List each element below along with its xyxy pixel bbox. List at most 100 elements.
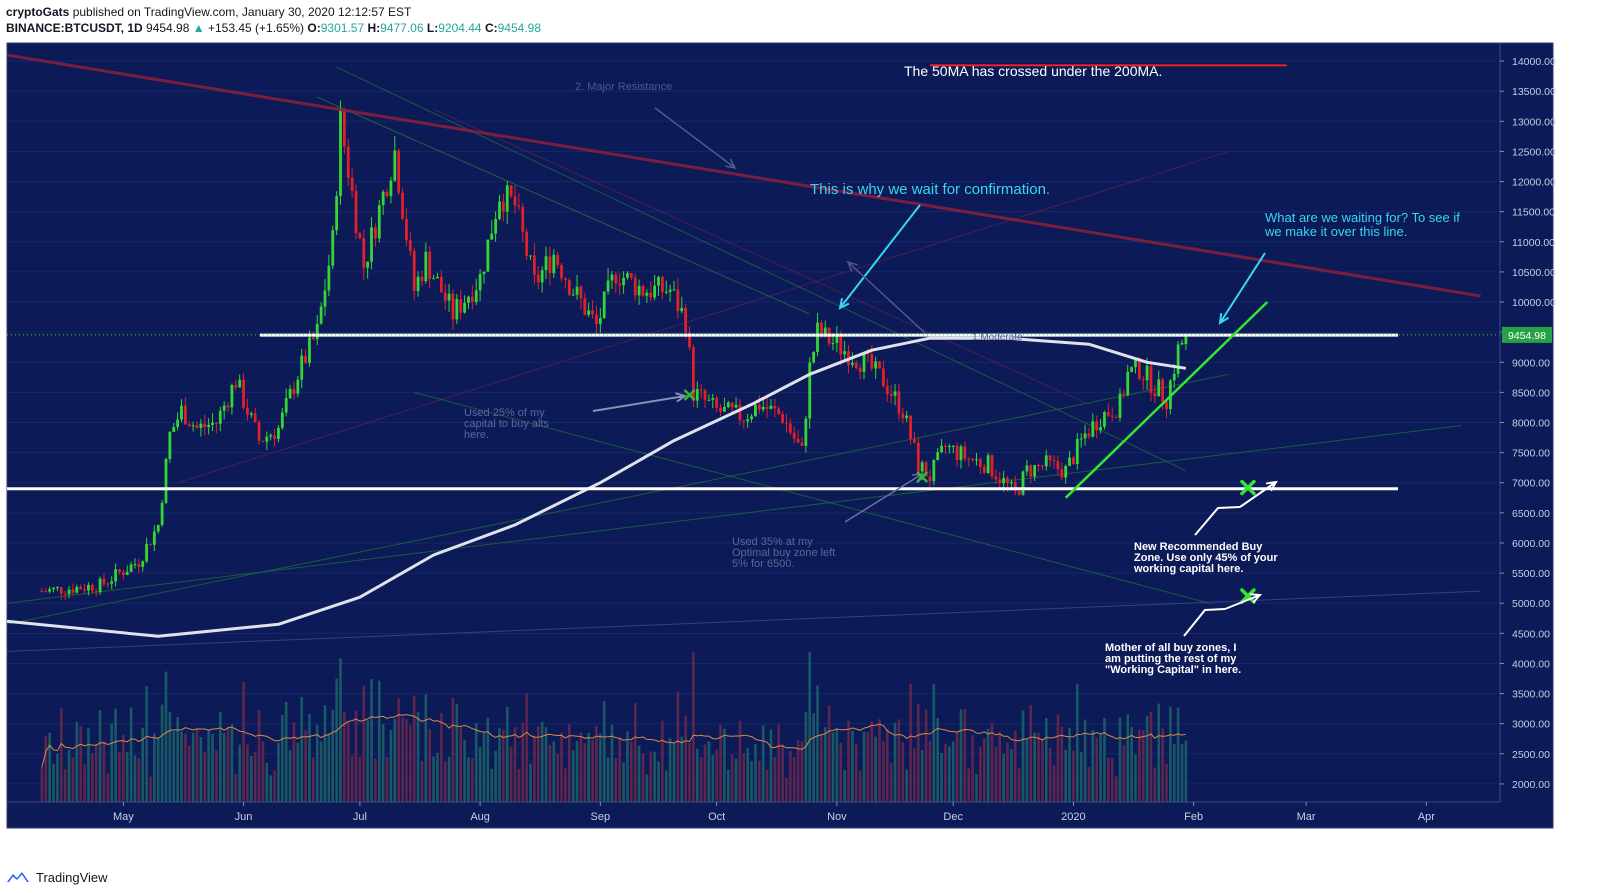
candle-body bbox=[87, 584, 90, 591]
x-tick-label: Nov bbox=[827, 811, 847, 823]
volume-bar bbox=[1060, 726, 1064, 802]
buy-zone-x-icon bbox=[1240, 479, 1256, 496]
candle-body bbox=[913, 439, 916, 443]
candle-body bbox=[843, 351, 847, 355]
candle-body bbox=[59, 587, 63, 594]
candle-body bbox=[67, 589, 71, 595]
volume-bar bbox=[521, 722, 525, 802]
candle-body bbox=[788, 423, 792, 433]
candle-body bbox=[121, 572, 125, 575]
support-trend-line bbox=[1064, 301, 1269, 499]
waiting-note-line2: we make it over this line. bbox=[1264, 224, 1407, 239]
volume-bar bbox=[695, 748, 699, 802]
volume-bar bbox=[230, 724, 234, 802]
candle-body bbox=[878, 361, 881, 369]
candle-body bbox=[975, 459, 978, 461]
candle-body bbox=[1079, 438, 1083, 440]
candle-body bbox=[711, 397, 715, 400]
volume-bar bbox=[463, 739, 466, 802]
candle-body bbox=[1044, 455, 1048, 467]
volume-bar bbox=[432, 756, 435, 802]
candle-body bbox=[323, 290, 327, 307]
volume-bar bbox=[114, 708, 117, 802]
candle-body bbox=[746, 419, 750, 422]
candle-body bbox=[765, 406, 769, 409]
candle-body bbox=[79, 586, 83, 590]
symbol-label[interactable]: BINANCE:BTCUSDT, 1D bbox=[6, 21, 143, 35]
volume-bar bbox=[1037, 732, 1040, 802]
candle-body bbox=[571, 294, 575, 296]
candle-body bbox=[781, 413, 784, 423]
candle-body bbox=[331, 230, 335, 266]
candle-body bbox=[831, 343, 835, 345]
candle-body bbox=[416, 276, 420, 291]
volume-bar bbox=[304, 730, 307, 802]
chart-background bbox=[7, 43, 1553, 828]
candle-body bbox=[591, 310, 594, 315]
volume-bar bbox=[641, 753, 645, 802]
candle-body bbox=[998, 479, 1002, 484]
candle-body bbox=[928, 476, 932, 482]
volume-bar bbox=[684, 715, 687, 802]
candle-body bbox=[118, 569, 121, 573]
candle-body bbox=[676, 289, 680, 312]
volume-bar bbox=[971, 735, 974, 802]
moderate-arrow-head bbox=[846, 260, 858, 272]
volume-bar bbox=[502, 729, 505, 802]
volume-bar bbox=[405, 719, 408, 802]
candle-body bbox=[1041, 465, 1044, 467]
candle-body bbox=[160, 502, 164, 526]
faint-trend-line bbox=[433, 108, 1090, 405]
volume-bar bbox=[129, 707, 133, 802]
candle-body bbox=[242, 379, 245, 408]
candle-body bbox=[750, 416, 753, 420]
publisher-name[interactable]: cryptoGats bbox=[6, 5, 70, 19]
candle-body bbox=[1165, 401, 1168, 410]
volume-bar bbox=[184, 733, 187, 802]
candle-body bbox=[606, 280, 610, 292]
volume-bar bbox=[556, 753, 559, 802]
y-tick-label: 2000.00 bbox=[1512, 779, 1550, 791]
tradingview-logo-icon[interactable] bbox=[6, 870, 30, 884]
waiting-note-line1: What are we waiting for? To see if bbox=[1265, 210, 1460, 225]
publish-line: cryptoGats published on TradingView.com,… bbox=[6, 4, 541, 20]
high-value: 9477.06 bbox=[380, 21, 424, 35]
volume-bar bbox=[346, 721, 350, 802]
candle-body bbox=[618, 283, 622, 286]
candle-body bbox=[277, 427, 280, 439]
candle-body bbox=[1157, 379, 1161, 397]
candle-body bbox=[149, 544, 152, 546]
candle-body bbox=[195, 425, 199, 428]
volume-bar bbox=[440, 713, 443, 802]
candle-body bbox=[474, 290, 478, 303]
candle-body bbox=[1075, 439, 1079, 464]
volume-bar bbox=[1076, 684, 1079, 802]
volume-bar bbox=[591, 739, 594, 802]
candle-body bbox=[125, 571, 129, 575]
y-tick-label: 3500.00 bbox=[1512, 689, 1550, 701]
candle-body bbox=[866, 352, 870, 355]
x-tick-label: Feb bbox=[1184, 811, 1203, 823]
candle-body bbox=[56, 587, 59, 589]
volume-bar bbox=[726, 769, 730, 802]
volume-bar bbox=[742, 753, 746, 802]
candle-body bbox=[183, 405, 187, 425]
candle-body bbox=[862, 352, 866, 372]
volume-bar bbox=[924, 709, 928, 802]
volume-bar bbox=[754, 743, 757, 802]
candle-body bbox=[145, 544, 149, 562]
candle-body bbox=[106, 583, 110, 585]
volume-bar bbox=[800, 741, 804, 802]
candle-body bbox=[637, 285, 641, 296]
volume-bar bbox=[1091, 730, 1095, 802]
volume-bar bbox=[1149, 711, 1153, 802]
mother-buy-zone-note-line1: Mother of all buy zones, I bbox=[1105, 642, 1236, 654]
candle-body bbox=[1149, 365, 1153, 393]
candle-body bbox=[920, 462, 924, 472]
y-tick-label: 12500.00 bbox=[1512, 146, 1556, 158]
candle-body bbox=[959, 446, 963, 461]
volume-bar bbox=[1083, 719, 1087, 802]
tradingview-brand[interactable]: TradingView bbox=[36, 869, 108, 885]
volume-bar bbox=[1079, 751, 1083, 802]
